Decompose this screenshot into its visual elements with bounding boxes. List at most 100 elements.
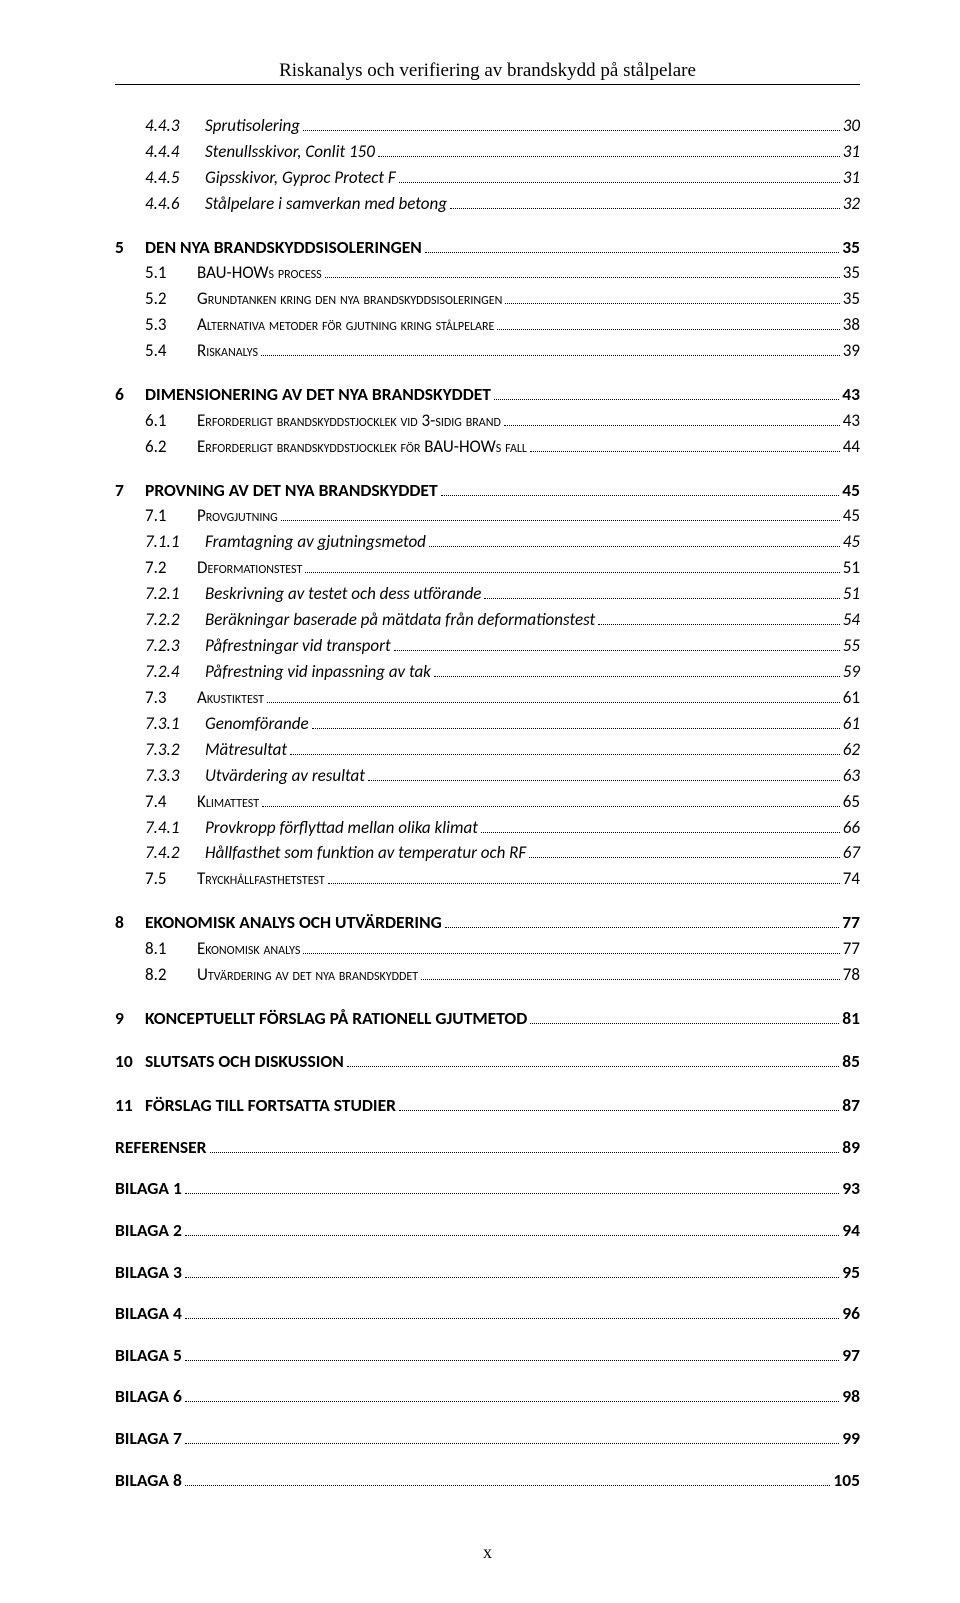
toc-entry-title: Tryckhållfasthetstest [197,868,325,891]
toc-entry-title: Beskrivning av testet och dess utförande [205,583,481,606]
toc-entry-title: Genomförande [205,713,309,736]
toc-entry-title: BILAGA 7 [115,1427,182,1451]
toc-entry-title: Utvärdering av resultat [205,765,365,788]
toc-entry-title: BAU-HOWs process [197,262,322,285]
toc-entry[interactable]: 5.4Riskanalys39 [115,340,860,363]
toc-entry-number: 7 [115,479,145,503]
toc-entry[interactable]: BILAGA 3 95 [115,1261,860,1285]
toc-entry-number: 4.4.3 [145,115,205,138]
toc-entry[interactable]: 8EKONOMISK ANALYS OCH UTVÄRDERING77 [115,911,860,935]
toc-leader [505,291,839,305]
toc-entry-page: 38 [843,314,860,337]
toc-entry-page: 45 [843,505,860,528]
toc-leader [368,767,840,781]
toc-entry[interactable]: 9KONCEPTUELLT FÖRSLAG PÅ RATIONELL GJUTM… [115,1007,860,1031]
toc-entry[interactable]: 7.2.2Beräkningar baserade på mätdata frå… [115,609,860,632]
toc-entry[interactable]: 6.1Erforderligt brandskyddstjocklek vid … [115,410,860,433]
toc-entry-number: 6 [115,383,145,407]
toc-entry-number: 7.2.2 [145,609,205,632]
toc-entry[interactable]: 5DEN NYA BRANDSKYDDSISOLERINGEN35 [115,236,860,260]
toc-entry-title: BILAGA 8 [115,1469,182,1493]
toc-entry[interactable]: REFERENSER89 [115,1136,860,1160]
toc-leader [399,169,840,183]
toc-leader [185,1222,839,1236]
toc-entry[interactable]: 7.1.1Framtagning av gjutningsmetod45 [115,531,860,554]
toc-entry-number: 10 [115,1050,145,1074]
toc-entry-title: BILAGA 3 [115,1261,182,1285]
toc-entry[interactable]: 10SLUTSATS OCH DISKUSSION85 [115,1050,860,1074]
toc-entry[interactable]: 5.1BAU-HOWs process35 [115,262,860,285]
toc-entry[interactable]: 6DIMENSIONERING AV DET NYA BRANDSKYDDET4… [115,383,860,407]
toc-leader [261,342,840,356]
toc-entry-number: 9 [115,1007,145,1031]
toc-entry-page: 51 [843,557,860,580]
toc-entry[interactable]: 7.2.4Påfrestning vid inpassning av tak59 [115,661,860,684]
toc-entry-number: 4.4.4 [145,141,205,164]
toc-entry-page: 55 [843,635,860,658]
toc-entry[interactable]: BILAGA 698 [115,1385,860,1409]
toc-entry[interactable]: 4.4.4Stenullsskivor, Conlit 15031 [115,141,860,164]
toc-entry-title: Utvärdering av det nya brandskyddet [197,964,418,987]
toc-leader [328,871,840,885]
toc-entry-number: 5.1 [145,262,197,285]
toc-entry[interactable]: 7.1Provgjutning45 [115,505,860,528]
toc-entry[interactable]: 6.2Erforderligt brandskyddstjocklek för … [115,436,860,459]
toc-entry[interactable]: 8.1Ekonomisk analys77 [115,938,860,961]
toc-leader [494,386,839,400]
toc-entry-title: KONCEPTUELLT FÖRSLAG PÅ RATIONELL GJUTME… [145,1007,527,1031]
toc-entry[interactable]: 11FÖRSLAG TILL FORTSATTA STUDIER87 [115,1094,860,1118]
toc-entry[interactable]: 7.3.2Mätresultat62 [115,739,860,762]
toc-leader [210,1139,840,1153]
toc-entry[interactable]: 7.4.2Hållfasthet som funktion av tempera… [115,842,860,865]
toc-leader [481,819,840,833]
toc-entry[interactable]: 7.4Klimattest65 [115,791,860,814]
toc-entry-page: 77 [843,938,860,961]
toc-entry-number: 7.1 [145,505,197,528]
toc-entry[interactable]: 5.2Grundtanken kring den nya brandskydds… [115,288,860,311]
toc-entry[interactable]: 7.3.3Utvärdering av resultat63 [115,765,860,788]
toc-entry[interactable]: 7.2.3Påfrestningar vid transport55 [115,635,860,658]
toc-entry[interactable]: BILAGA 8 105 [115,1469,860,1493]
toc-entry-page: 51 [843,583,860,606]
toc-leader [530,1010,839,1024]
toc-entry[interactable]: 5.3Alternativa metoder för gjutning krin… [115,314,860,337]
toc-entry-title: DEN NYA BRANDSKYDDSISOLERINGEN [145,236,422,260]
toc-entry-title: Grundtanken kring den nya brandskyddsiso… [197,288,502,311]
toc-leader [185,1347,839,1361]
toc-entry[interactable]: BILAGA 496 [115,1302,860,1326]
toc-entry[interactable]: BILAGA 294 [115,1219,860,1243]
toc-entry-title: BILAGA 1 [115,1177,182,1201]
toc-entry[interactable]: 7.3Akustiktest61 [115,687,860,710]
toc-leader [305,559,839,573]
toc-entry-title: Riskanalys [197,340,258,363]
toc-entry-number: 7.1.1 [145,531,205,554]
toc-entry[interactable]: 4.4.3Sprutisolering30 [115,115,860,138]
toc-entry-page: 44 [843,436,860,459]
toc-entry[interactable]: 7.2.1Beskrivning av testet och dess utfö… [115,583,860,606]
toc-entry-number: 5.3 [145,314,197,337]
toc-entry[interactable]: 7.4.1Provkropp förflyttad mellan olika k… [115,817,860,840]
toc-entry-page: 39 [843,340,860,363]
toc-entry[interactable]: 8.2Utvärdering av det nya brandskyddet78 [115,964,860,987]
toc-leader [325,265,840,279]
toc-leader [303,117,840,131]
toc-entry[interactable]: BILAGA 193 [115,1177,860,1201]
toc-entry[interactable]: BILAGA 7 99 [115,1427,860,1451]
page-number: x [115,1542,860,1563]
toc-entry-page: 99 [842,1427,860,1451]
toc-entry[interactable]: BILAGA 597 [115,1344,860,1368]
toc-entry[interactable]: 7.2Deformationstest51 [115,557,860,580]
toc-entry-page: 105 [833,1469,860,1493]
toc-entry-page: 45 [843,531,860,554]
toc-leader [394,637,840,651]
toc-entry-page: 31 [843,167,860,190]
toc-entry[interactable]: 7.5Tryckhållfasthetstest74 [115,868,860,891]
toc-entry[interactable]: 4.4.6Stålpelare i samverkan med betong32 [115,193,860,216]
toc-entry[interactable]: 4.4.5Gipsskivor, Gyproc Protect F31 [115,167,860,190]
toc-entry-title: Stålpelare i samverkan med betong [205,193,447,216]
toc-entry[interactable]: 7PROVNING AV DET NYA BRANDSKYDDET45 [115,479,860,503]
toc-leader [598,611,840,625]
toc-leader [281,508,840,522]
toc-entry[interactable]: 7.3.1Genomförande61 [115,713,860,736]
toc-entry-page: 95 [842,1261,860,1285]
